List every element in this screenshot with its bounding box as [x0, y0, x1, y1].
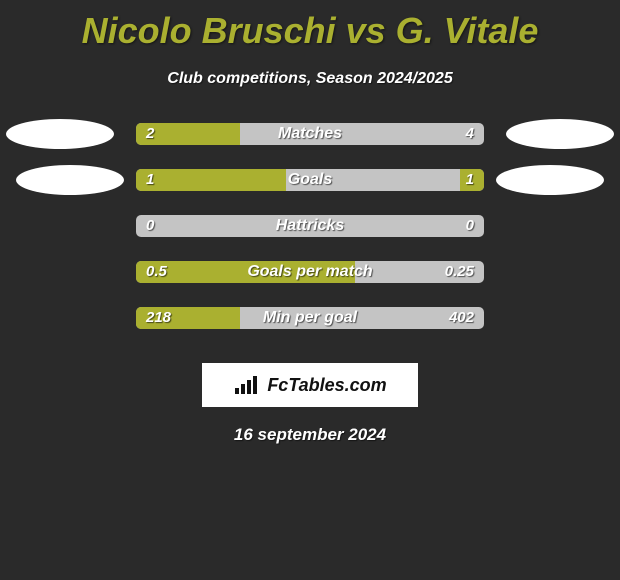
bar-left-fill	[136, 261, 355, 283]
stat-right-value: 402	[449, 307, 474, 329]
stat-row: 0.5 0.25 Goals per match	[0, 261, 620, 307]
bar-track	[136, 215, 484, 237]
stat-right-value: 1	[466, 169, 474, 191]
comparison-chart: 2 4 Matches 1 1 Goals 0 0 Hattricks 0.5 …	[0, 123, 620, 353]
bar-left-fill	[136, 169, 286, 191]
bar-track	[136, 261, 484, 283]
stat-right-value: 4	[466, 123, 474, 145]
page-title: Nicolo Bruschi vs G. Vitale	[0, 0, 620, 52]
bar-track	[136, 169, 484, 191]
logo-text: FcTables.com	[267, 375, 386, 396]
stat-left-value: 2	[146, 123, 154, 145]
stat-left-value: 1	[146, 169, 154, 191]
stat-row: 0 0 Hattricks	[0, 215, 620, 261]
logo-box: FcTables.com	[202, 363, 418, 407]
bar-track	[136, 307, 484, 329]
stat-right-value: 0	[466, 215, 474, 237]
stat-row: 218 402 Min per goal	[0, 307, 620, 353]
stat-row: 2 4 Matches	[0, 123, 620, 169]
stat-row: 1 1 Goals	[0, 169, 620, 215]
stat-right-value: 0.25	[445, 261, 474, 283]
stat-left-value: 0.5	[146, 261, 167, 283]
bars-icon	[233, 374, 261, 396]
stat-left-value: 218	[146, 307, 171, 329]
stat-left-value: 0	[146, 215, 154, 237]
subtitle: Club competitions, Season 2024/2025	[0, 70, 620, 88]
bar-track	[136, 123, 484, 145]
date-text: 16 september 2024	[0, 425, 620, 445]
